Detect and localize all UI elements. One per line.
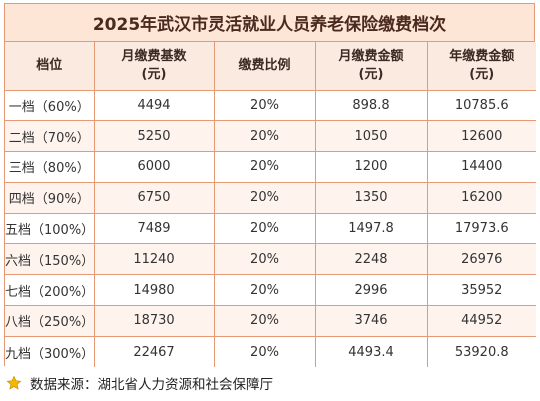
cell-ratio: 20% [213,151,316,183]
header-base-line1: 月缴费基数 [121,48,187,64]
cell-annual: 17973.6 [426,212,536,245]
cell-base: 14980 [93,274,215,307]
data-source-text: 数据来源：湖北省人力资源和社会保障厅 [30,377,273,393]
cell-monthly: 1350 [314,181,428,214]
header-monthly-line2: (元) [358,66,384,82]
cell-base: 4494 [93,89,215,122]
header-monthly: 月缴费金额 (元) [314,42,428,91]
header-annual-line2: (元) [469,66,495,82]
cell-level: 四档（90%） [5,181,95,214]
cell-ratio: 20% [213,243,316,276]
cell-base: 18730 [93,305,215,337]
cell-ratio: 20% [213,274,316,307]
cell-level: 一档（60%） [5,89,95,122]
cell-monthly: 1050 [314,120,428,153]
header-row: 档位 月缴费基数 (元) 缴费比例 月缴费金额 (元) 年缴费金额 (元) [5,42,536,91]
cell-ratio: 20% [213,212,316,245]
table-row: 三档（80%） 6000 20% 1200 14400 [5,151,536,183]
cell-base: 5250 [93,120,215,153]
cell-level: 六档（150%） [5,243,95,276]
header-annual: 年缴费金额 (元) [426,42,536,91]
cell-base: 22467 [93,335,215,368]
table-row: 二档（70%） 5250 20% 1050 12600 [5,120,536,153]
cell-annual: 12600 [426,120,536,153]
header-ratio: 缴费比例 [213,42,316,91]
cell-annual: 53920.8 [426,335,536,368]
cell-annual: 26976 [426,243,536,276]
cell-monthly: 2248 [314,243,428,276]
cell-monthly: 3746 [314,305,428,337]
cell-monthly: 4493.4 [314,335,428,368]
cell-level: 九档（300%） [5,335,95,368]
header-base: 月缴费基数 (元) [93,42,215,91]
cell-annual: 10785.6 [426,89,536,122]
cell-level: 七档（200%） [5,274,95,307]
cell-annual: 35952 [426,274,536,307]
table-row: 六档（150%） 11240 20% 2248 26976 [5,243,536,276]
cell-monthly: 1497.8 [314,212,428,245]
cell-level: 二档（70%） [5,120,95,153]
cell-monthly: 2996 [314,274,428,307]
cell-level: 五档（100%） [5,212,95,245]
table-row: 一档（60%） 4494 20% 898.8 10785.6 [5,89,536,122]
cell-base: 6750 [93,181,215,214]
table-row: 五档（100%） 7489 20% 1497.8 17973.6 [5,212,536,245]
star-icon [6,375,22,390]
header-annual-line1: 年缴费金额 [449,48,515,64]
cell-ratio: 20% [213,120,316,153]
contribution-grid: 档位 月缴费基数 (元) 缴费比例 月缴费金额 (元) 年缴费金额 (元) 一档… [5,42,536,368]
cell-base: 7489 [93,212,215,245]
table-row: 九档（300%） 22467 20% 4493.4 53920.8 [5,335,536,368]
cell-ratio: 20% [213,305,316,337]
cell-annual: 44952 [426,305,536,337]
header-level: 档位 [5,42,95,91]
cell-base: 6000 [93,151,215,183]
cell-annual: 14400 [426,151,536,183]
cell-annual: 16200 [426,181,536,214]
cell-ratio: 20% [213,335,316,368]
cell-ratio: 20% [213,181,316,214]
cell-base: 11240 [93,243,215,276]
contribution-table: 2025年武汉市灵活就业人员养老保险缴费档次 档位 月缴费基数 (元) 缴费比例… [4,3,536,368]
table-title: 2025年武汉市灵活就业人员养老保险缴费档次 [5,4,534,42]
header-monthly-line1: 月缴费金额 [338,48,404,64]
table-row: 七档（200%） 14980 20% 2996 35952 [5,274,536,307]
cell-ratio: 20% [213,89,316,122]
header-base-line2: (元) [141,66,167,82]
table-row: 八档（250%） 18730 20% 3746 44952 [5,305,536,337]
data-source: 数据来源：湖北省人力资源和社会保障厅 [6,372,273,394]
cell-level: 八档（250%） [5,305,95,337]
cell-monthly: 898.8 [314,89,428,122]
cell-monthly: 1200 [314,151,428,183]
cell-level: 三档（80%） [5,151,95,183]
table-row: 四档（90%） 6750 20% 1350 16200 [5,181,536,214]
